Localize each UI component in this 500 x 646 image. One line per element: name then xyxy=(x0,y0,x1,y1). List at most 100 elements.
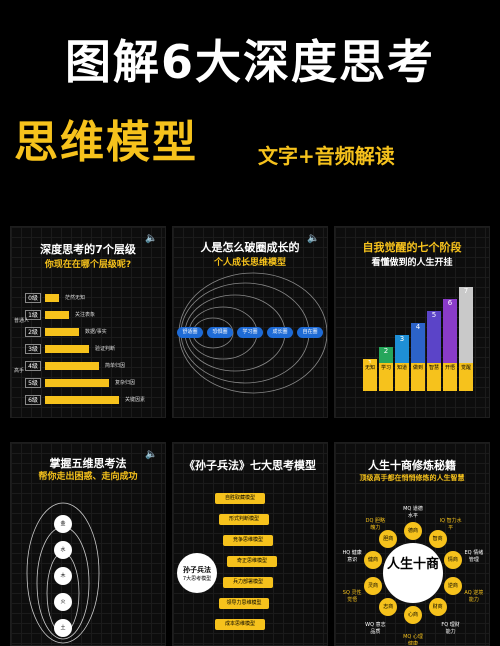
level-item: 数据/事实 xyxy=(85,329,107,335)
center-sublabel: 7大思考模型 xyxy=(182,576,212,582)
center-label: 人生十商 xyxy=(386,557,439,572)
quotient-node: 逆商 xyxy=(443,576,462,595)
panel-title: 人生十商修炼秘籍 xyxy=(368,459,456,472)
quotient-node: 志商 xyxy=(379,597,398,616)
sub-title: 思维模型 xyxy=(14,117,198,168)
level-bar xyxy=(45,294,59,302)
panel-sunzi-models: 《孙子兵法》七大思考模型 孙子兵法 7大思考模型 自胜取藏模型形式判断模型竞争思… xyxy=(172,442,328,646)
model-chip: 兵力部署模型 xyxy=(223,577,273,588)
stair-label: 无知 xyxy=(363,363,377,391)
quotient-desc: HQ 健康意识 xyxy=(342,550,362,564)
panel-growth-circles: 🔈 人是怎么破圈成长的 个人成长思维模型 舒适圈 恐惧圈 学习圈 成长圈 自在圈 xyxy=(172,226,328,418)
level-bar xyxy=(45,328,79,336)
panel-title: 《孙子兵法》七大思考模型 xyxy=(184,459,316,472)
quotient-desc: MQ 道德水平 xyxy=(403,506,423,519)
stair-step: 6 xyxy=(443,299,457,373)
model-chip: 竞争思维模型 xyxy=(223,535,273,546)
model-chip: 领导力思维模型 xyxy=(219,598,269,609)
center-circle: 人生十商 xyxy=(383,543,443,603)
panel-thinking-levels: 🔈 深度思考的7个层级 你现在在哪个层级呢? 0级 茫然无知 1级 关注表象 2级 数据/… xyxy=(10,226,166,418)
panel-awakening-stages: 自我觉醒的七个阶段 看懂做到的人生开挂 1无知2学习3知道4做到5智慧6开悟7觉… xyxy=(334,226,490,418)
stair-label: 学习 xyxy=(379,363,393,391)
panel-subtitle: 你现在在哪个层级呢? xyxy=(44,260,132,270)
model-chip: 成本思维模型 xyxy=(215,619,265,630)
stair-label: 开悟 xyxy=(443,363,457,391)
main-title: 图解6大深度思考 xyxy=(64,35,435,89)
panel-subtitle: 个人成长思维模型 xyxy=(213,258,286,268)
level-bar xyxy=(45,396,119,404)
level-item: 复杂归因 xyxy=(115,380,136,386)
side-label: 高手 xyxy=(14,368,25,374)
speaker-icon[interactable]: 🔈 xyxy=(145,233,158,244)
growth-node: 舒适圈 xyxy=(177,327,203,338)
panel-subtitle: 看懂做到的人生开挂 xyxy=(371,258,453,268)
element-circle: 金 xyxy=(54,515,72,533)
stair-step: 4 xyxy=(411,323,425,373)
speaker-icon[interactable]: 🔈 xyxy=(307,233,320,244)
side-label: 普通人 xyxy=(14,318,30,324)
stair-label: 做到 xyxy=(411,363,425,391)
growth-node: 自在圈 xyxy=(297,327,323,338)
quotient-node: 灵商 xyxy=(364,576,383,595)
quotient-desc: SQ 灵性觉悟 xyxy=(342,589,362,603)
stair-label: 知道 xyxy=(395,363,409,391)
panel-subtitle: 帮你走出困惑、走向成功 xyxy=(38,472,138,482)
stair-label: 智慧 xyxy=(427,363,441,391)
model-chip: 奇正思维模型 xyxy=(227,556,277,567)
level-bar xyxy=(45,345,89,353)
panel-title: 掌握五维思考法 xyxy=(49,457,127,470)
speaker-icon[interactable]: 🔈 xyxy=(145,449,158,460)
level-label: 5级 xyxy=(25,378,41,388)
growth-node: 成长圈 xyxy=(267,327,293,338)
quotient-desc: EQ 情绪管理 xyxy=(464,550,484,564)
panel-five-dimensions: 🔈 掌握五维思考法 帮你走出困惑、走向成功 金水木火土 xyxy=(10,442,166,646)
level-label: 1级 xyxy=(25,310,41,320)
level-bar xyxy=(45,379,109,387)
level-label: 0级 xyxy=(25,293,41,303)
quotient-node: 财商 xyxy=(428,597,447,616)
panel-subtitle: 顶级高手都在悄悄修炼的人生智慧 xyxy=(359,474,465,482)
quotient-desc: WQ 意志品质 xyxy=(365,621,386,635)
level-item: 验证判断 xyxy=(95,346,116,352)
audio-caption: 文字+音频解读 xyxy=(258,144,395,168)
level-label: 6级 xyxy=(25,395,41,405)
stair-step: 7 xyxy=(459,287,473,373)
level-label: 4级 xyxy=(25,361,41,371)
panel-title: 自我觉醒的七个阶段 xyxy=(362,241,462,254)
center-circle: 孙子兵法 7大思考模型 xyxy=(177,553,217,593)
model-chip: 形式判断模型 xyxy=(219,514,269,525)
stair-label: 觉醒 xyxy=(459,363,473,391)
level-label: 2级 xyxy=(25,327,41,337)
quotient-node: 智商 xyxy=(428,530,447,549)
quotient-node: 心商 xyxy=(404,606,422,624)
element-circle: 土 xyxy=(54,619,72,637)
level-item: 关键因素 xyxy=(125,397,146,403)
panel-title: 人是怎么破圈成长的 xyxy=(200,241,300,254)
element-circle: 水 xyxy=(54,541,72,559)
quotient-desc: IQ 智力水平 xyxy=(439,518,462,532)
level-item: 关注表象 xyxy=(75,312,96,318)
model-chip: 自胜取藏模型 xyxy=(215,493,265,504)
element-circle: 木 xyxy=(54,567,72,585)
quotient-desc: MQ 心理健康 xyxy=(403,634,423,646)
quotient-desc: AQ 逆境能力 xyxy=(464,589,484,603)
quotient-node: 胆商 xyxy=(379,530,398,549)
quotient-node: 德商 xyxy=(404,522,422,540)
stair-step: 5 xyxy=(427,311,441,373)
panel-ten-quotients: 人生十商修炼秘籍 顶级高手都在悄悄修炼的人生智慧 人生十商 德商 MQ 道德水平智… xyxy=(334,442,490,646)
level-label: 3级 xyxy=(25,344,41,354)
panel-title: 深度思考的7个层级 xyxy=(40,243,136,256)
quotient-node: 情商 xyxy=(443,551,462,570)
quotient-node: 健商 xyxy=(364,551,383,570)
oval-diagram xyxy=(26,502,100,644)
quotient-desc: DQ 胆略魄力 xyxy=(365,518,386,532)
level-item: 简单归因 xyxy=(105,363,126,369)
level-bar xyxy=(45,362,99,370)
growth-node: 学习圈 xyxy=(237,327,263,338)
quotient-desc: FQ 理财能力 xyxy=(441,621,460,635)
level-bar xyxy=(45,311,69,319)
circles-diagram xyxy=(178,272,327,394)
center-label: 孙子兵法 xyxy=(183,566,211,574)
element-circle: 火 xyxy=(54,593,72,611)
